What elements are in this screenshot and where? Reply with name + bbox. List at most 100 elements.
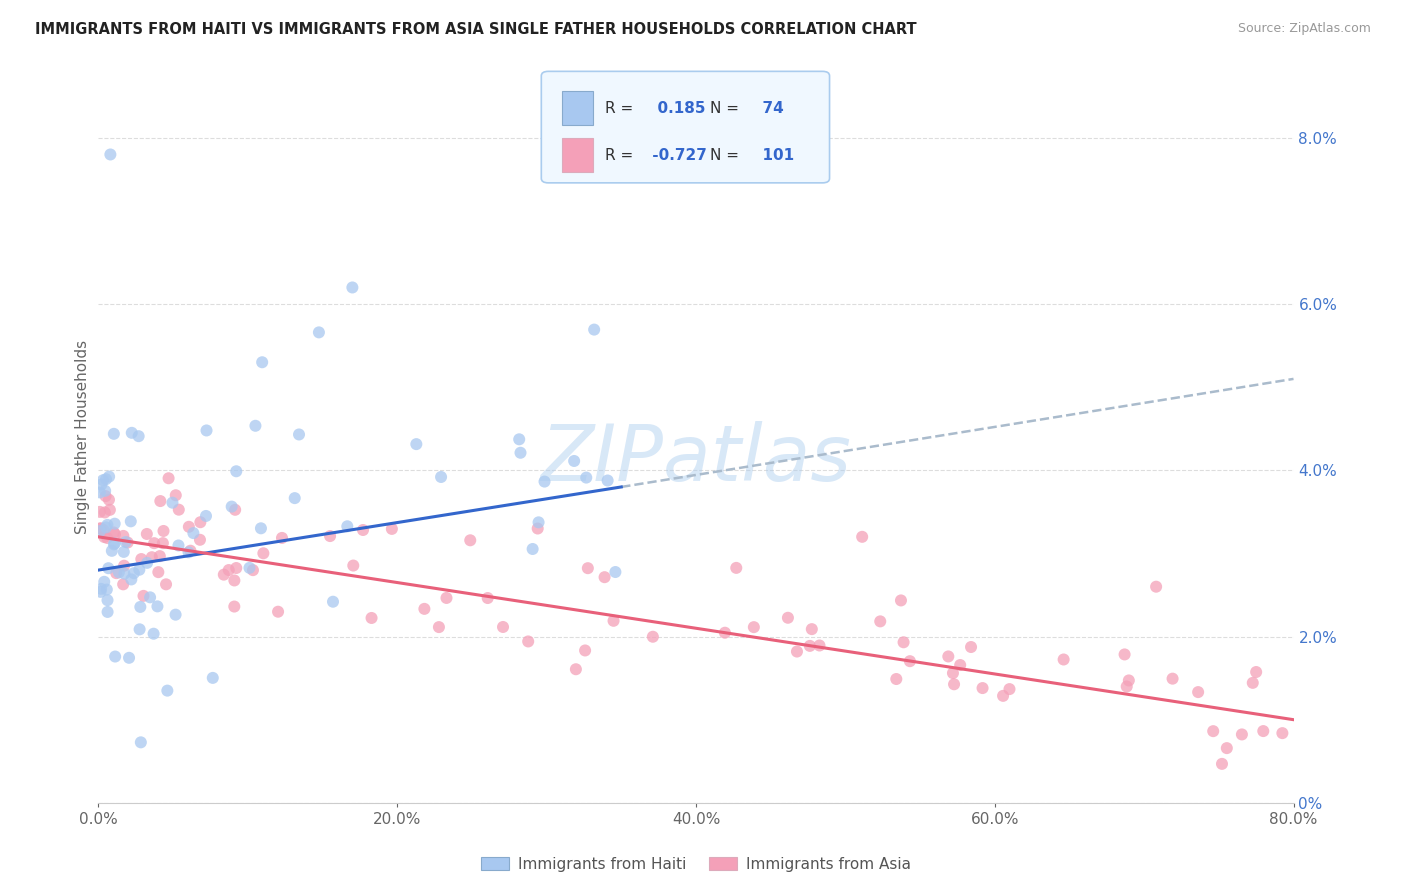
Point bbox=[1216, 741, 1239, 756]
Point bbox=[94, 505, 117, 519]
Point bbox=[135, 527, 157, 541]
Point bbox=[98, 503, 121, 517]
Point bbox=[477, 591, 499, 605]
Point bbox=[143, 536, 166, 550]
Point bbox=[146, 599, 169, 614]
Point bbox=[179, 543, 201, 558]
Text: 74: 74 bbox=[752, 101, 785, 116]
Point bbox=[167, 539, 190, 553]
Point bbox=[97, 561, 120, 575]
Point bbox=[284, 491, 307, 505]
Point bbox=[936, 649, 959, 664]
Point bbox=[458, 533, 481, 548]
Point bbox=[98, 147, 122, 161]
Point bbox=[97, 492, 120, 507]
Point bbox=[271, 531, 294, 545]
Point bbox=[128, 429, 150, 443]
Text: N =: N = bbox=[710, 148, 740, 163]
Point bbox=[522, 541, 544, 556]
Point bbox=[105, 566, 128, 581]
Point bbox=[148, 565, 170, 579]
Point bbox=[112, 566, 135, 581]
Point bbox=[517, 634, 540, 648]
Point bbox=[1230, 727, 1253, 741]
Point bbox=[1244, 665, 1267, 679]
Point bbox=[89, 521, 111, 535]
Point bbox=[1114, 648, 1136, 662]
Point bbox=[108, 566, 131, 580]
Point bbox=[1052, 652, 1074, 666]
Point bbox=[776, 611, 799, 625]
Point bbox=[218, 563, 240, 577]
Point bbox=[224, 503, 246, 517]
Point bbox=[381, 522, 404, 536]
Point bbox=[91, 473, 114, 487]
Point bbox=[225, 561, 247, 575]
Text: R =: R = bbox=[605, 101, 633, 116]
Point bbox=[128, 563, 150, 577]
Point bbox=[165, 488, 187, 502]
Point bbox=[89, 505, 111, 519]
Point bbox=[97, 605, 120, 619]
Text: R =: R = bbox=[605, 148, 633, 163]
Point bbox=[1202, 724, 1225, 739]
Text: Source: ZipAtlas.com: Source: ZipAtlas.com bbox=[1237, 22, 1371, 36]
Point bbox=[157, 471, 180, 485]
Point bbox=[336, 519, 359, 533]
Point bbox=[90, 521, 112, 535]
Legend: Immigrants from Haiti, Immigrants from Asia: Immigrants from Haiti, Immigrants from A… bbox=[474, 849, 918, 880]
Point bbox=[149, 549, 172, 563]
Point bbox=[250, 355, 273, 369]
Point bbox=[527, 516, 550, 530]
Point bbox=[1271, 726, 1294, 740]
Point bbox=[94, 489, 117, 503]
Point bbox=[129, 599, 152, 614]
Point bbox=[352, 523, 374, 537]
Point bbox=[141, 550, 163, 565]
Text: IMMIGRANTS FROM HAITI VS IMMIGRANTS FROM ASIA SINGLE FATHER HOUSEHOLDS CORRELATI: IMMIGRANTS FROM HAITI VS IMMIGRANTS FROM… bbox=[35, 22, 917, 37]
Point bbox=[94, 520, 117, 534]
Point bbox=[1241, 676, 1264, 690]
Point bbox=[136, 556, 159, 570]
Point bbox=[188, 533, 211, 547]
Point bbox=[104, 536, 127, 550]
Point bbox=[526, 521, 548, 535]
Point bbox=[267, 605, 290, 619]
Point bbox=[224, 574, 246, 588]
Point bbox=[742, 620, 765, 634]
Point bbox=[101, 544, 124, 558]
Point bbox=[427, 620, 450, 634]
Point bbox=[602, 614, 624, 628]
Point bbox=[405, 437, 427, 451]
Point bbox=[308, 326, 330, 340]
Point bbox=[103, 525, 125, 540]
Point bbox=[574, 643, 596, 657]
Point bbox=[1115, 680, 1137, 694]
Point bbox=[576, 561, 599, 575]
Point bbox=[118, 650, 141, 665]
Point bbox=[799, 639, 821, 653]
Point bbox=[89, 524, 111, 538]
Point bbox=[1251, 724, 1274, 739]
Point bbox=[195, 508, 218, 523]
Point bbox=[884, 672, 907, 686]
Point bbox=[869, 615, 891, 629]
Point bbox=[605, 565, 627, 579]
Point bbox=[128, 623, 150, 637]
Point bbox=[786, 644, 808, 658]
Text: 0.185: 0.185 bbox=[647, 101, 706, 116]
Point bbox=[112, 577, 135, 591]
Point bbox=[225, 464, 247, 478]
Point bbox=[177, 520, 200, 534]
Point bbox=[851, 530, 873, 544]
Point bbox=[898, 654, 921, 668]
Point bbox=[129, 552, 152, 566]
Point bbox=[112, 558, 135, 573]
Point bbox=[890, 593, 912, 607]
Point bbox=[430, 470, 453, 484]
Point bbox=[508, 432, 530, 446]
Point bbox=[177, 545, 200, 559]
Point bbox=[190, 515, 212, 529]
Point bbox=[96, 517, 118, 532]
Point bbox=[121, 425, 143, 440]
